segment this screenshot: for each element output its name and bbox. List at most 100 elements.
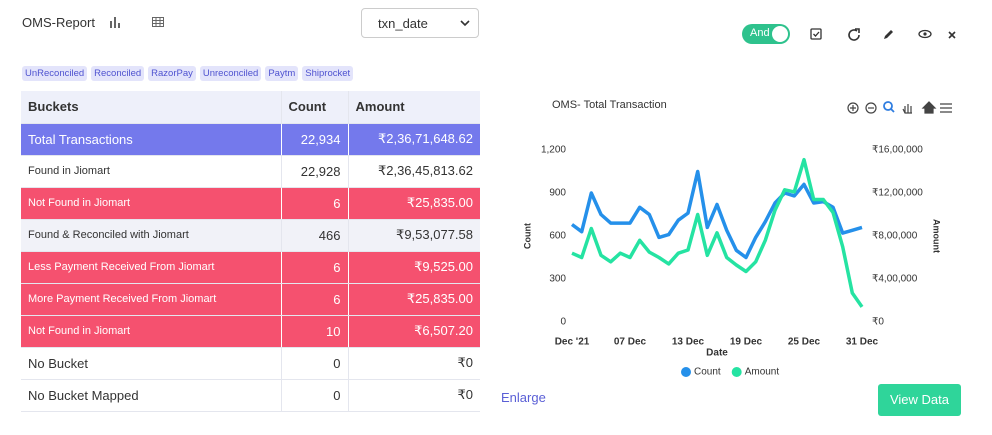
table-row: No Bucket 0 ₹0 (21, 347, 480, 380)
chart-icon[interactable] (108, 15, 122, 29)
home[interactable] (921, 101, 937, 114)
table-cell: Total Transactions (21, 123, 281, 156)
x-tick-label: 31 Dec (846, 337, 879, 348)
toggle-label: And (750, 27, 770, 39)
column-header: Amount (347, 91, 480, 124)
tag[interactable]: Reconciled (91, 66, 145, 81)
x-tick-label: 25 Dec (788, 337, 821, 348)
table-cell: 6 (280, 251, 348, 284)
series-line (570, 169, 863, 260)
select-value: txn_date (378, 16, 428, 31)
table-cell: Found in Jiomart (21, 155, 281, 188)
y2-tick-label: ₹8,00,000 (872, 231, 918, 242)
table-cell: ₹0 (347, 347, 480, 380)
eye-icon[interactable] (918, 29, 932, 39)
zoom[interactable] (883, 101, 895, 113)
menu[interactable] (940, 103, 952, 113)
y-tick-label: 900 (549, 188, 566, 199)
table-cell: ₹2,36,45,813.62 (347, 155, 480, 188)
table-cell: Not Found in Jiomart (21, 187, 281, 220)
column-header: Buckets (21, 91, 281, 124)
enlarge-link[interactable]: Enlarge (501, 390, 546, 405)
tag[interactable]: RazorPay (148, 66, 196, 81)
chart-title: OMS- Total Transaction (552, 99, 667, 111)
check-icon[interactable] (810, 28, 822, 40)
zoom-out[interactable] (865, 102, 877, 114)
table-cell: ₹9,525.00 (347, 251, 480, 284)
table-cell: Not Found in Jiomart (21, 315, 281, 348)
tag[interactable]: UnReconciled (22, 66, 88, 81)
table-cell: 0 (280, 347, 348, 380)
close-icon[interactable] (948, 31, 956, 39)
table-cell: 22,928 (280, 155, 348, 188)
table-row: Found & Reconciled with Jiomart 466 ₹9,53,… (21, 219, 480, 252)
table-row: No Bucket Mapped 0 ₹0 (21, 379, 480, 412)
table-cell: ₹9,53,077.58 (347, 219, 480, 252)
table-cell: No Bucket (21, 347, 281, 380)
toggle[interactable]: And (742, 24, 790, 44)
table-row: Total Transactions 22,934 ₹2,36,71,648.62 (21, 123, 480, 156)
table-cell: 6 (280, 187, 348, 220)
column-header: Count (280, 91, 348, 124)
edit-icon[interactable] (884, 30, 893, 39)
x-tick-label: 19 Dec (730, 337, 763, 348)
tag[interactable]: Paytm (265, 66, 299, 81)
x-axis-title: Date (706, 348, 728, 359)
x-tick-label: 13 Dec (672, 337, 705, 348)
chart: OMS- Total Transaction 0 300 600 900 1,200 ₹0… (522, 99, 952, 378)
knob (772, 26, 788, 42)
table-cell: Found & Reconciled with Jiomart (21, 219, 281, 252)
table-cell: ₹6,507.20 (347, 315, 480, 348)
legend-label: Count (694, 367, 721, 378)
legend-label: Amount (745, 367, 780, 378)
table-cell: ₹25,835.00 (347, 283, 480, 316)
tags: UnReconciled Reconciled RazorPay Unreconcil… (22, 66, 354, 81)
legend-marker (731, 367, 742, 377)
tag[interactable]: Unreconciled (199, 66, 262, 81)
table-cell: ₹2,36,71,648.62 (347, 123, 480, 156)
x-tick-label: 07 Dec (614, 337, 647, 348)
table-cell: 0 (280, 379, 348, 412)
table-icon[interactable] (151, 15, 165, 29)
table-row: Less Payment Received From Jiomart 6 ₹9,52… (21, 251, 480, 284)
y2-tick-label: ₹4,00,000 (872, 274, 918, 285)
chevron (460, 20, 470, 27)
table-cell: 22,934 (280, 123, 348, 156)
table-cell: 6 (280, 283, 348, 316)
table-cell: No Bucket Mapped (21, 379, 281, 412)
x-tick-label: Dec '21 (555, 337, 590, 348)
refresh-icon[interactable] (848, 28, 860, 41)
buckets-table: Buckets Count Amount Total Transactions 2… (21, 91, 480, 412)
y-tick-label: 1,200 (541, 145, 566, 156)
toolbar (810, 28, 956, 41)
y-tick-label: 600 (549, 231, 566, 242)
header-row: Buckets Count Amount (21, 91, 480, 124)
table-cell: ₹0 (347, 379, 480, 412)
y2-tick-label: ₹16,00,000 (872, 145, 923, 156)
table-row: More Payment Received From Jiomart 6 ₹25,8… (21, 283, 480, 316)
table-row: Not Found in Jiomart 10 ₹6,507.20 (21, 315, 480, 348)
table-cell: ₹25,835.00 (347, 187, 480, 220)
y-tick-label: 0 (560, 317, 566, 328)
table-cell: 10 (280, 315, 348, 348)
table-cell: 466 (280, 219, 348, 252)
chart-toolbar (847, 101, 952, 114)
table-cell: More Payment Received From Jiomart (21, 283, 281, 316)
y2-axis-title: Amount (932, 219, 942, 253)
table-row: Not Found in Jiomart 6 ₹25,835.00 (21, 187, 480, 220)
select[interactable]: txn_date (361, 8, 479, 38)
table-cell: Less Payment Received From Jiomart (21, 251, 281, 284)
zoom-in[interactable] (847, 102, 859, 114)
table-row: Found in Jiomart 22,928 ₹2,36,45,813.62 (21, 155, 480, 188)
pan[interactable] (902, 104, 912, 114)
y-tick-label: 300 (549, 274, 566, 285)
report-title: OMS-Report (22, 15, 95, 30)
y2-tick-label: ₹0 (872, 317, 884, 328)
y-axis-title: Count (522, 223, 532, 249)
series-line (571, 157, 864, 308)
view-data-button[interactable]: View Data (878, 384, 961, 416)
tag[interactable]: Shiprocket (302, 66, 354, 81)
y2-tick-label: ₹12,00,000 (872, 188, 923, 199)
legend-marker (681, 367, 691, 377)
